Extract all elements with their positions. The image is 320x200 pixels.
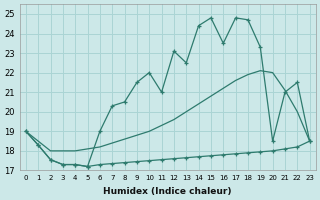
X-axis label: Humidex (Indice chaleur): Humidex (Indice chaleur) bbox=[103, 187, 232, 196]
